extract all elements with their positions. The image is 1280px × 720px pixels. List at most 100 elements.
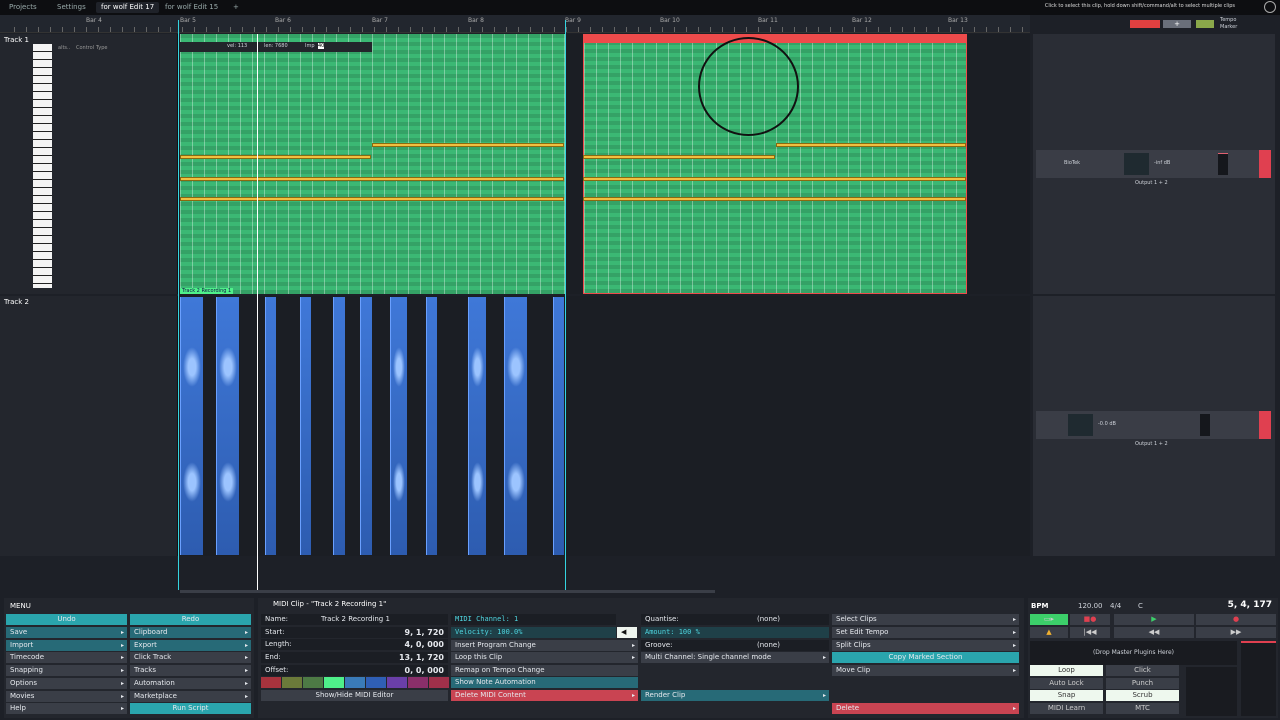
- tab-edit-15[interactable]: for wolf Edit 15: [165, 3, 219, 11]
- set-edit-tempo-button[interactable]: Set Edit Tempo ▸: [832, 627, 1019, 638]
- tab-projects[interactable]: Projects: [9, 3, 37, 11]
- color-swatch[interactable]: [408, 677, 428, 688]
- midi-clip-1[interactable]: vel: 113 len: 7680 Imp 40 Track 2 Record…: [180, 34, 565, 294]
- imp-value[interactable]: 40: [318, 43, 325, 49]
- fast-forward-button[interactable]: ▶▶: [1196, 627, 1276, 638]
- menu-import[interactable]: Import ▸: [6, 639, 127, 651]
- start-field[interactable]: Start: 9, 1, 720: [261, 626, 448, 638]
- toggle-midi-learn[interactable]: MIDI Learn: [1030, 703, 1103, 715]
- audio-clip-segment[interactable]: [333, 297, 345, 555]
- toggle-scrub[interactable]: Scrub: [1106, 690, 1179, 702]
- menu-export[interactable]: Export ▸: [130, 639, 251, 651]
- menu-help[interactable]: Help ▸: [6, 703, 127, 715]
- redo-button[interactable]: Redo: [130, 614, 251, 625]
- type-button[interactable]: Type: [96, 45, 108, 51]
- toggle-click[interactable]: Click: [1106, 665, 1179, 676]
- run-script-button[interactable]: Run Script: [130, 703, 251, 714]
- midi-note[interactable]: [583, 155, 775, 159]
- audio-clip-segment[interactable]: [265, 297, 276, 555]
- audio-clip-segment[interactable]: [360, 297, 372, 555]
- speaker-icon[interactable]: ◀: [617, 627, 637, 638]
- mute-solo-button-2[interactable]: [1259, 411, 1271, 439]
- volume-readout[interactable]: -inf dB: [1154, 160, 1171, 166]
- track-2-header[interactable]: Track 2: [0, 296, 178, 556]
- track-2-lane[interactable]: [178, 296, 1030, 556]
- toggle-loop[interactable]: Loop: [1030, 665, 1103, 676]
- piano-keyboard[interactable]: [33, 44, 52, 288]
- midi-note[interactable]: [583, 197, 966, 201]
- tab-settings[interactable]: Settings: [57, 3, 86, 11]
- master-plugins-dropzone[interactable]: (Drop Master Plugins Here): [1030, 641, 1237, 665]
- time-signature[interactable]: 4/4: [1110, 602, 1122, 610]
- midi-note[interactable]: [776, 143, 966, 147]
- menu-save[interactable]: Save ▸: [6, 627, 127, 638]
- toggle-punch[interactable]: Punch: [1106, 677, 1179, 689]
- play-button[interactable]: ▶: [1114, 614, 1194, 625]
- amount-field[interactable]: Amount: 100 %: [641, 627, 829, 638]
- midi-note[interactable]: [583, 177, 966, 181]
- loop-end-marker[interactable]: [565, 20, 566, 590]
- track-2-name[interactable]: Track 2: [4, 298, 29, 306]
- offset-field[interactable]: Offset: 0, 0, 000: [261, 664, 448, 676]
- horizontal-scrollbar[interactable]: [180, 590, 715, 593]
- color-swatch[interactable]: [282, 677, 302, 688]
- audio-clip-segment[interactable]: [553, 297, 564, 555]
- tempo-tool-button[interactable]: [1196, 20, 1214, 28]
- color-swatch[interactable]: [261, 677, 281, 688]
- name-field[interactable]: Name: Track 2 Recording 1: [261, 614, 448, 625]
- mute-solo-button[interactable]: [1259, 150, 1271, 178]
- color-swatch[interactable]: [387, 677, 407, 688]
- color-swatch[interactable]: [303, 677, 323, 688]
- move-clip-button[interactable]: Move Clip ▸: [832, 665, 1019, 676]
- midi-channel-field[interactable]: MIDI Channel: 1: [451, 614, 616, 625]
- delete-button[interactable]: Delete ▸: [832, 703, 1019, 714]
- bpm-value[interactable]: 120.00: [1078, 602, 1103, 610]
- volume-readout-2[interactable]: -0.0 dB: [1098, 421, 1116, 427]
- quantise-field[interactable]: Quantise: (none): [641, 614, 829, 625]
- audio-clip-segment[interactable]: [180, 297, 203, 555]
- rewind-button[interactable]: ◀◀: [1114, 627, 1194, 638]
- color-swatch[interactable]: [324, 677, 344, 688]
- track-1-name[interactable]: Track 1: [4, 36, 29, 44]
- toggle-mtc[interactable]: MTC: [1106, 703, 1179, 715]
- audio-clip-segment[interactable]: [216, 297, 239, 555]
- plugin-biotek[interactable]: BioTek: [1064, 160, 1081, 166]
- record-button[interactable]: ●: [1196, 614, 1276, 625]
- midi-note[interactable]: [180, 197, 564, 201]
- output-label-2[interactable]: Output 1 + 2: [1135, 441, 1168, 447]
- split-clips-button[interactable]: Split Clips ▸: [832, 640, 1019, 651]
- toggle-auto-lock[interactable]: Auto Lock: [1030, 677, 1103, 689]
- length-field[interactable]: Length: 4, 0, 000: [261, 639, 448, 651]
- menu-click-track[interactable]: Click Track ▸: [130, 652, 251, 664]
- record-marker-button[interactable]: [1130, 20, 1160, 28]
- playhead[interactable]: [257, 34, 258, 590]
- clock-icon[interactable]: [1264, 1, 1276, 13]
- select-clips-button[interactable]: Select Clips ▸: [832, 614, 1019, 625]
- midi-note[interactable]: [180, 155, 371, 159]
- control-button[interactable]: Control: [76, 45, 95, 51]
- timeline-ruler[interactable]: Bar 4 Bar 5 Bar 6 Bar 7 Bar 8 Bar 9 Bar 10 Bar …: [0, 15, 1030, 33]
- audio-clip-segment[interactable]: [504, 297, 527, 555]
- menu-options[interactable]: Options ▸: [6, 677, 127, 689]
- loop-play-button[interactable]: ▭▸: [1030, 614, 1068, 625]
- loop-start-marker[interactable]: [178, 20, 179, 590]
- output-label[interactable]: Output 1 + 2: [1135, 180, 1168, 186]
- copy-marked-section-button[interactable]: Copy Marked Section: [832, 652, 1019, 663]
- velocity-field[interactable]: Velocity: 100.0%: [451, 627, 616, 638]
- color-swatch[interactable]: [345, 677, 365, 688]
- add-marker-button[interactable]: +: [1163, 20, 1191, 28]
- remap-tempo-checkbox[interactable]: Remap on Tempo Change: [451, 665, 638, 676]
- record-loop-button[interactable]: ■●: [1070, 614, 1110, 625]
- go-to-start-button[interactable]: |◀◀: [1070, 627, 1110, 638]
- menu-snapping[interactable]: Snapping ▸: [6, 665, 127, 677]
- audio-clip-segment[interactable]: [426, 297, 437, 555]
- groove-field[interactable]: Groove: (none): [641, 640, 829, 651]
- tab-edit-17[interactable]: for wolf Edit 17: [96, 2, 160, 13]
- track-1-header[interactable]: Track 1 alts.. Control Type: [0, 34, 178, 294]
- menu-tracks[interactable]: Tracks ▸: [130, 665, 251, 677]
- loop-clip-button[interactable]: Loop this Clip ▸: [451, 652, 638, 663]
- color-swatch[interactable]: [429, 677, 449, 688]
- audio-clip-segment[interactable]: [390, 297, 407, 555]
- audio-clip-segment[interactable]: [300, 297, 311, 555]
- render-clip-button[interactable]: Render Clip ▸: [641, 690, 829, 701]
